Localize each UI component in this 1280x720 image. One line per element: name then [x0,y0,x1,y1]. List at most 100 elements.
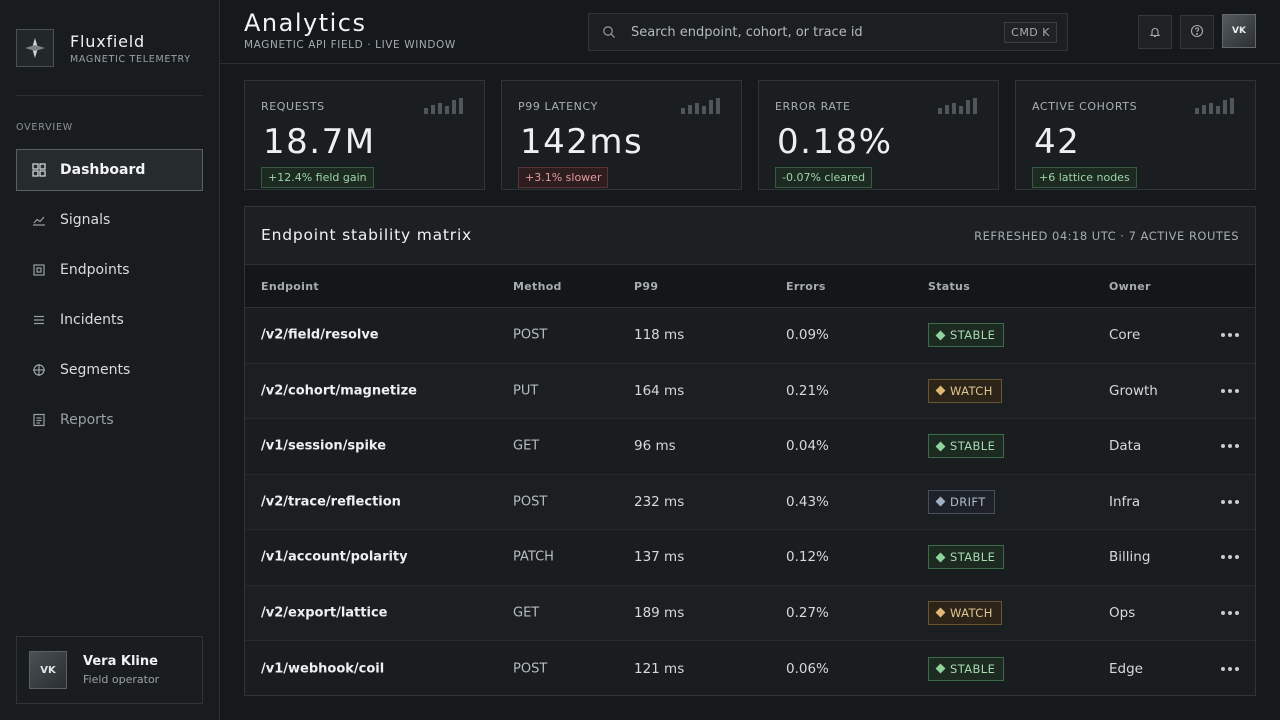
more-options-button[interactable] [1221,499,1239,504]
spark-bar [1202,105,1206,114]
endpoint-cell[interactable]: /v1/account/polarity [261,549,408,565]
notifications-button[interactable] [1138,15,1172,49]
dot-icon [1228,444,1232,449]
kpi-card-p99-latency[interactable]: P99 LATENCY 142ms +3.1% slower [501,80,742,190]
p99-cell: 96 ms [634,438,676,455]
errors-cell: 0.04% [786,438,829,455]
sidebar: Fluxfield MAGNETIC TELEMETRY OVERVIEW Da… [0,0,220,720]
endpoint-cell[interactable]: /v1/session/spike [261,438,387,454]
table-row[interactable]: /v1/account/polarity PATCH 137 ms 0.12% … [245,530,1255,586]
dot-icon [1235,499,1239,504]
column-header-status[interactable]: Status [928,280,971,293]
diamond-icon [935,663,946,674]
kpi-card-requests[interactable]: REQUESTS 18.7M +12.4% field gain [244,80,485,190]
p99-cell: 118 ms [634,327,685,344]
spark-bar [445,106,449,114]
spark-bar [702,106,706,114]
sidebar-item-signals[interactable]: Signals [16,199,203,241]
method-cell: PUT [513,383,539,399]
trend-icon [31,212,47,228]
p99-cell: 137 ms [634,549,685,566]
target-square-icon [31,262,47,278]
table-row[interactable]: /v1/webhook/coil POST 121 ms 0.06% STABL… [245,641,1255,697]
method-cell: POST [513,494,548,510]
status-badge: WATCH [928,600,1002,625]
table-row[interactable]: /v2/cohort/magnetize PUT 164 ms 0.21% WA… [245,363,1255,419]
table-row[interactable]: /v2/field/resolve POST 118 ms 0.09% STAB… [245,308,1255,364]
sparkline-icon [938,98,982,114]
status-label: STABLE [950,661,996,676]
panel-title: Endpoint stability matrix [261,226,473,244]
kpi-value: 18.7M [263,122,376,162]
kpi-delta: +3.1% slower [518,167,609,188]
endpoint-cell[interactable]: /v1/webhook/coil [261,661,385,677]
search-input[interactable] [631,14,1005,50]
dot-icon [1228,333,1232,338]
table-body: /v2/field/resolve POST 118 ms 0.09% STAB… [245,308,1255,697]
table-row[interactable]: /v1/session/spike GET 96 ms 0.04% STABLE… [245,419,1255,475]
page-subtitle: MAGNETIC API FIELD · LIVE WINDOW [244,39,456,51]
endpoint-cell[interactable]: /v2/field/resolve [261,327,379,343]
endpoint-cell[interactable]: /v2/export/lattice [261,605,388,621]
owner-cell: Infra [1109,493,1141,510]
kpi-card-error-rate[interactable]: ERROR RATE 0.18% -0.07% cleared [758,80,999,190]
column-header-method[interactable]: Method [513,280,562,293]
dot-icon [1221,555,1225,560]
spark-bar [945,105,949,114]
spark-bar [716,98,720,114]
more-options-button[interactable] [1221,333,1239,338]
help-button[interactable] [1180,15,1214,49]
status-badge: STABLE [928,434,1005,459]
user-card[interactable]: VK Vera Kline Field operator [16,636,203,704]
more-options-button[interactable] [1221,610,1239,615]
spark-bar [424,107,428,114]
status-badge: STABLE [928,656,1005,681]
sidebar-item-segments[interactable]: Segments [16,349,203,391]
status-badge: DRIFT [928,489,995,514]
spark-bar [1216,106,1220,114]
spark-bar [1209,102,1213,114]
method-cell: POST [513,327,548,343]
sidebar-item-incidents[interactable]: Incidents [16,299,203,341]
owner-cell: Core [1109,327,1141,344]
column-header-endpoint[interactable]: Endpoint [261,280,319,293]
logo-icon [16,29,54,67]
more-options-button[interactable] [1221,444,1239,449]
status-cell: WATCH [928,378,1002,403]
status-label: DRIFT [950,494,986,509]
column-header-errors[interactable]: Errors [786,280,826,293]
sidebar-item-dashboard[interactable]: Dashboard [16,149,203,191]
spark-bar [1223,100,1227,114]
spark-bar [688,105,692,114]
search-shortcut: CMD K [1004,21,1057,43]
endpoint-cell[interactable]: /v2/trace/reflection [261,494,401,510]
spark-bar [438,102,442,114]
sparkline-icon [1195,98,1239,114]
kpi-delta: +6 lattice nodes [1032,167,1137,188]
spark-bar [966,100,970,114]
endpoint-cell[interactable]: /v2/cohort/magnetize [261,383,417,399]
more-options-button[interactable] [1221,666,1239,671]
kpi-value: 0.18% [777,122,893,162]
sidebar-item-endpoints[interactable]: Endpoints [16,249,203,291]
dot-icon [1228,499,1232,504]
column-header-p99[interactable]: P99 [634,280,659,293]
status-badge: STABLE [928,545,1005,570]
column-header-owner[interactable]: Owner [1109,280,1151,293]
more-options-button[interactable] [1221,388,1239,393]
brand[interactable]: Fluxfield MAGNETIC TELEMETRY [16,29,191,67]
status-badge: STABLE [928,323,1005,348]
sidebar-item-reports[interactable]: Reports [16,399,203,441]
refresh-status: REFRESHED 04:18 UTC · 7 ACTIVE ROUTES [974,229,1239,243]
more-options-button[interactable] [1221,555,1239,560]
search-bar[interactable]: CMD K [588,13,1068,51]
table-row[interactable]: /v2/export/lattice GET 189 ms 0.27% WATC… [245,585,1255,641]
kpi-card-active-cohorts[interactable]: ACTIVE COHORTS 42 +6 lattice nodes [1015,80,1256,190]
dot-icon [1221,666,1225,671]
table-row[interactable]: /v2/trace/reflection POST 232 ms 0.43% D… [245,474,1255,530]
header-avatar[interactable]: VK [1222,14,1256,48]
spark-bar [431,105,435,114]
p99-cell: 121 ms [634,660,685,677]
sidebar-nav: Dashboard Signals Endpoints [16,149,203,449]
status-cell: STABLE [928,434,1005,459]
